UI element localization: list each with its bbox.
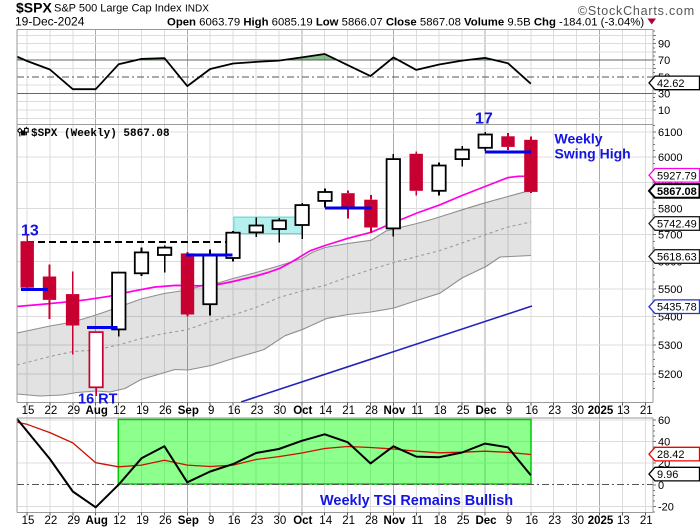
svg-text:16: 16: [525, 405, 538, 417]
svg-text:5200: 5200: [658, 369, 682, 381]
svg-text:Weekly: Weekly: [555, 130, 603, 146]
svg-text:Sep: Sep: [178, 515, 199, 527]
svg-text:Nov: Nov: [384, 405, 406, 417]
svg-text:17: 17: [475, 110, 493, 127]
svg-text:21: 21: [342, 515, 355, 527]
svg-text:21: 21: [640, 405, 653, 417]
svg-text:28: 28: [365, 515, 378, 527]
svg-text:-20: -20: [658, 502, 674, 514]
svg-text:9: 9: [208, 405, 214, 417]
svg-text:9: 9: [506, 405, 512, 417]
svg-text:S&P 500 Large Cap Index: S&P 500 Large Cap Index: [54, 2, 182, 14]
svg-text:Aug: Aug: [86, 515, 108, 527]
svg-text:9: 9: [208, 515, 214, 527]
svg-text:Weekly TSI Remains Bullish: Weekly TSI Remains Bullish: [320, 493, 513, 509]
svg-text:30: 30: [658, 88, 670, 100]
svg-text:10: 10: [658, 105, 670, 117]
svg-text:9.96: 9.96: [657, 469, 678, 481]
svg-text:INDX: INDX: [185, 3, 209, 14]
svg-text:16: 16: [525, 515, 538, 527]
svg-text:Oct: Oct: [293, 405, 312, 417]
svg-text:12: 12: [113, 515, 126, 527]
svg-text:9: 9: [506, 515, 512, 527]
svg-text:5300: 5300: [658, 340, 682, 352]
svg-text:0: 0: [658, 480, 664, 492]
svg-text:Dec: Dec: [475, 405, 497, 417]
svg-text:29: 29: [67, 405, 80, 417]
svg-text:30: 30: [274, 515, 287, 527]
svg-text:23: 23: [548, 405, 561, 417]
svg-text:28.42: 28.42: [657, 449, 685, 461]
svg-text:70: 70: [658, 55, 670, 67]
svg-text:13: 13: [617, 515, 630, 527]
svg-text:Sep: Sep: [178, 405, 199, 417]
svg-text:30: 30: [571, 515, 584, 527]
svg-text:2025: 2025: [588, 515, 614, 527]
svg-text:90: 90: [658, 39, 670, 51]
svg-text:18: 18: [434, 405, 447, 417]
svg-text:Nov: Nov: [384, 515, 406, 527]
svg-text:21: 21: [640, 515, 653, 527]
svg-text:13: 13: [21, 223, 39, 240]
svg-text:15: 15: [22, 515, 35, 527]
svg-text:23: 23: [251, 515, 264, 527]
svg-text:15: 15: [22, 405, 35, 417]
svg-text:19: 19: [136, 405, 149, 417]
svg-text:5867.08: 5867.08: [657, 186, 697, 198]
svg-text:5618.63: 5618.63: [657, 252, 697, 264]
svg-text:23: 23: [548, 515, 561, 527]
svg-text:40: 40: [658, 437, 670, 449]
svg-text:16 RT: 16 RT: [78, 391, 118, 407]
svg-text:$SPX: $SPX: [16, 0, 52, 16]
svg-text:14: 14: [319, 515, 332, 527]
svg-text:13: 13: [617, 405, 630, 417]
svg-text:2025: 2025: [588, 405, 614, 417]
svg-text:25: 25: [457, 405, 470, 417]
svg-text:60: 60: [658, 415, 670, 427]
svg-text:22: 22: [45, 515, 58, 527]
svg-text:©StockCharts.com: ©StockCharts.com: [578, 4, 695, 18]
svg-text:5400: 5400: [658, 312, 682, 324]
svg-text:30: 30: [571, 405, 584, 417]
svg-text:Dec: Dec: [475, 515, 497, 527]
svg-text:6100: 6100: [658, 127, 682, 139]
svg-text:5800: 5800: [658, 203, 682, 215]
svg-text:30: 30: [274, 405, 287, 417]
svg-text:18: 18: [434, 515, 447, 527]
svg-text:5500: 5500: [658, 284, 682, 296]
svg-text:19-Dec-2024: 19-Dec-2024: [15, 14, 85, 28]
svg-text:21: 21: [342, 405, 355, 417]
svg-text:5435.78: 5435.78: [657, 302, 697, 314]
svg-text:19: 19: [136, 515, 149, 527]
svg-text:16: 16: [228, 405, 241, 417]
svg-text:11: 11: [411, 515, 423, 527]
svg-text:12: 12: [113, 405, 126, 417]
svg-text:23: 23: [251, 405, 264, 417]
svg-text:42.62: 42.62: [657, 78, 685, 90]
svg-text:Aug: Aug: [86, 405, 108, 417]
svg-text:28: 28: [365, 405, 378, 417]
svg-text:16: 16: [228, 515, 241, 527]
svg-text:11: 11: [411, 405, 423, 417]
svg-text:22: 22: [45, 405, 58, 417]
svg-text:14: 14: [319, 405, 332, 417]
svg-text:26: 26: [159, 515, 172, 527]
svg-text:Oct: Oct: [293, 515, 312, 527]
svg-text:26: 26: [159, 405, 172, 417]
svg-text:5700: 5700: [658, 230, 682, 242]
svg-text:29: 29: [67, 515, 80, 527]
svg-text:25: 25: [457, 515, 470, 527]
svg-text:$SPX (Weekly) 5867.08: $SPX (Weekly) 5867.08: [31, 128, 170, 140]
svg-text:5742.49: 5742.49: [657, 219, 697, 231]
svg-text:Swing High: Swing High: [555, 145, 631, 161]
svg-text:6000: 6000: [658, 152, 682, 164]
svg-text:5927.79: 5927.79: [657, 170, 697, 182]
svg-text:Open 6063.79 High 6085.19 Low: Open 6063.79 High 6085.19 Low 5866.07 Cl…: [167, 16, 644, 28]
